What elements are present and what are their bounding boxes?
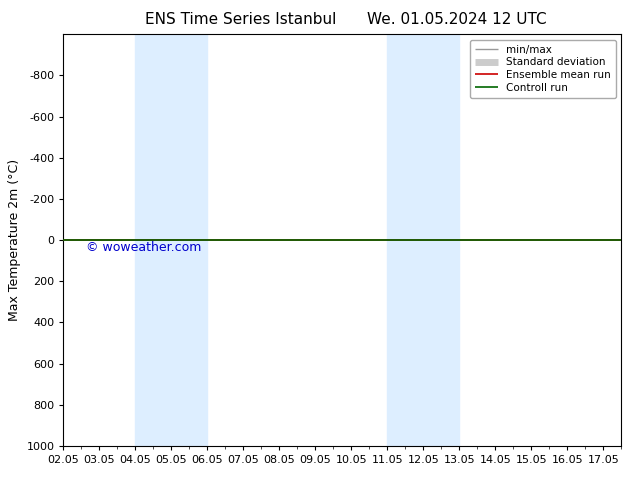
Bar [136,34,207,446]
Legend: min/max, Standard deviation, Ensemble mean run, Controll run: min/max, Standard deviation, Ensemble me… [470,40,616,98]
Text: We. 01.05.2024 12 UTC: We. 01.05.2024 12 UTC [366,12,547,27]
Text: ENS Time Series Istanbul: ENS Time Series Istanbul [145,12,337,27]
Bar [387,34,460,446]
Text: © woweather.com: © woweather.com [86,241,201,254]
Y-axis label: Max Temperature 2m (°C): Max Temperature 2m (°C) [8,159,21,321]
